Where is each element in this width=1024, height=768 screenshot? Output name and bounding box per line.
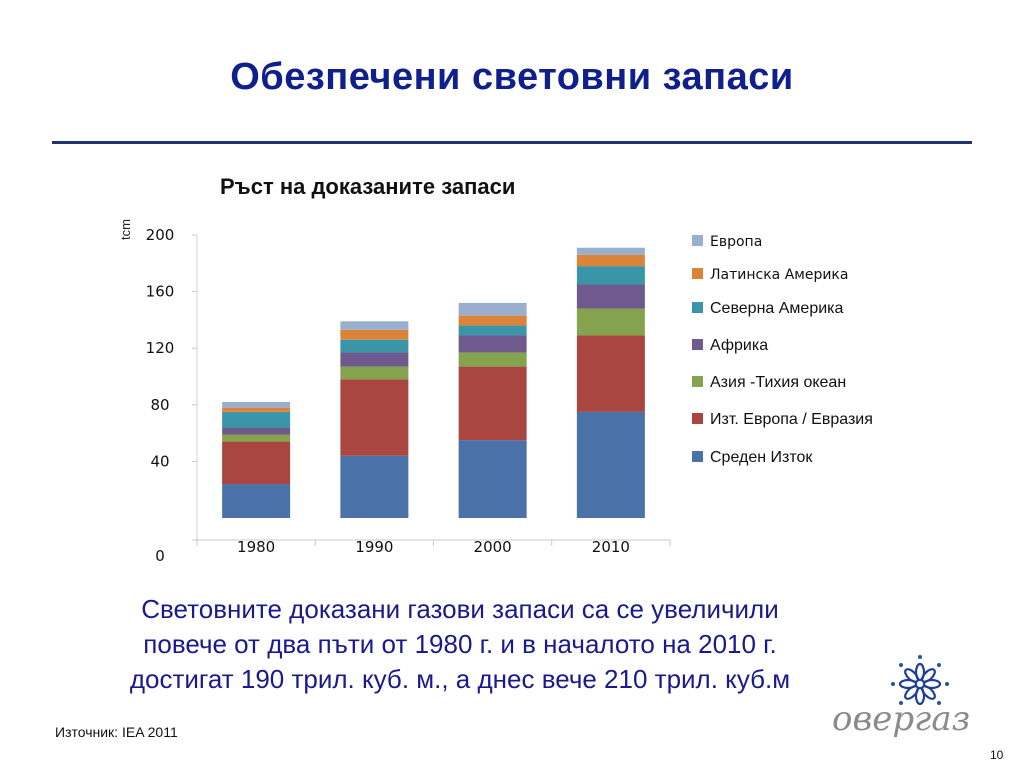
bar-segment: [458, 440, 527, 518]
bar-segment: [576, 254, 645, 267]
bar-segment: [576, 308, 645, 336]
legend-swatch: [692, 235, 703, 247]
legend-swatch: [692, 302, 703, 314]
stacked-bar-chart: 0 40 80 120 160 200 1980 1990 2000 2010: [146, 226, 671, 562]
summary-text: Световните доказани газови запаси са се …: [20, 592, 900, 697]
x-tick-label: 1980: [237, 538, 275, 556]
y-tick-label: 0: [155, 547, 165, 562]
legend-label: Северна Америка: [710, 300, 844, 317]
x-tick-label: 2000: [474, 538, 512, 556]
bar-segment: [340, 455, 409, 518]
summary-line: достигат 190 трил. куб. м., а днес вече …: [129, 664, 791, 694]
legend-label: Азия -Тихия океан: [710, 374, 847, 391]
y-tick-label: 120: [146, 339, 175, 357]
legend-item-eastern-europe-eurasia: Изт. Европа / Евразия: [692, 411, 873, 429]
legend-item-middle-east: Среден Изток: [692, 449, 812, 467]
legend-label: Изт. Европа / Евразия: [710, 411, 873, 428]
bar-segment: [576, 284, 645, 309]
bar-segment: [340, 366, 409, 380]
bar-segment: [458, 366, 527, 441]
y-tick-label: 80: [150, 396, 169, 414]
bar-segment: [458, 352, 527, 367]
source-note: Източник: IEA 2011: [55, 724, 178, 740]
bar-segment: [340, 321, 409, 330]
legend-item-asia-pacific: Азия -Тихия океан: [692, 374, 846, 392]
bar-segment: [458, 335, 527, 353]
bar-segment: [340, 339, 409, 353]
bar-segment: [222, 434, 291, 442]
summary-line: Световните доказани газови запаси са се …: [141, 594, 779, 624]
legend-swatch: [692, 268, 703, 280]
bar-segment: [222, 407, 291, 412]
legend-item-africa: Африка: [692, 337, 768, 355]
bar-segment: [458, 315, 527, 326]
y-tick-label: 200: [146, 226, 175, 244]
legend-label: Среден Изток: [710, 449, 813, 466]
bar-segment: [222, 411, 291, 428]
legend-item-north-america: Северна Америка: [692, 300, 843, 318]
overgas-logo: овергаз: [832, 655, 970, 739]
bar-segment: [222, 441, 291, 485]
legend-label: Латинска Америка: [710, 267, 849, 283]
x-tick-label: 1990: [355, 538, 393, 556]
legend-swatch: [692, 376, 703, 388]
bar-segment: [576, 335, 645, 412]
y-tick-label: 40: [150, 452, 169, 470]
legend-swatch: [692, 339, 703, 351]
bar-segment: [222, 484, 291, 518]
bar-segment: [576, 411, 645, 518]
legend-label: Африка: [710, 337, 769, 354]
bar-segment: [222, 401, 291, 408]
bar-segment: [458, 325, 527, 336]
bar-segment: [340, 379, 409, 456]
x-tick-label: 2010: [592, 538, 630, 556]
legend-swatch: [692, 413, 703, 425]
y-tick-label: 160: [146, 283, 175, 301]
slide-title: Обезпечени световни запаси: [230, 56, 794, 98]
page-number: 10: [990, 748, 1004, 762]
legend-label: Европа: [710, 234, 763, 250]
bar-segment: [340, 329, 409, 340]
summary-line: повече от два пъти от 1980 г. и в начало…: [143, 629, 777, 659]
flower-icon: [891, 655, 949, 706]
logo-wordmark: овергаз: [832, 699, 970, 739]
bar-segment: [340, 352, 409, 367]
legend-item-europe: Европа: [692, 233, 762, 251]
legend-item-latin-america: Латинска Америка: [692, 266, 848, 284]
chart-title: Ръст на доказаните запаси: [220, 174, 516, 199]
bar-segment: [222, 427, 291, 435]
bar-segment: [576, 247, 645, 255]
legend-swatch: [692, 451, 703, 463]
bar-segment: [458, 302, 527, 316]
title-divider: [52, 141, 972, 144]
bar-segment: [576, 266, 645, 285]
